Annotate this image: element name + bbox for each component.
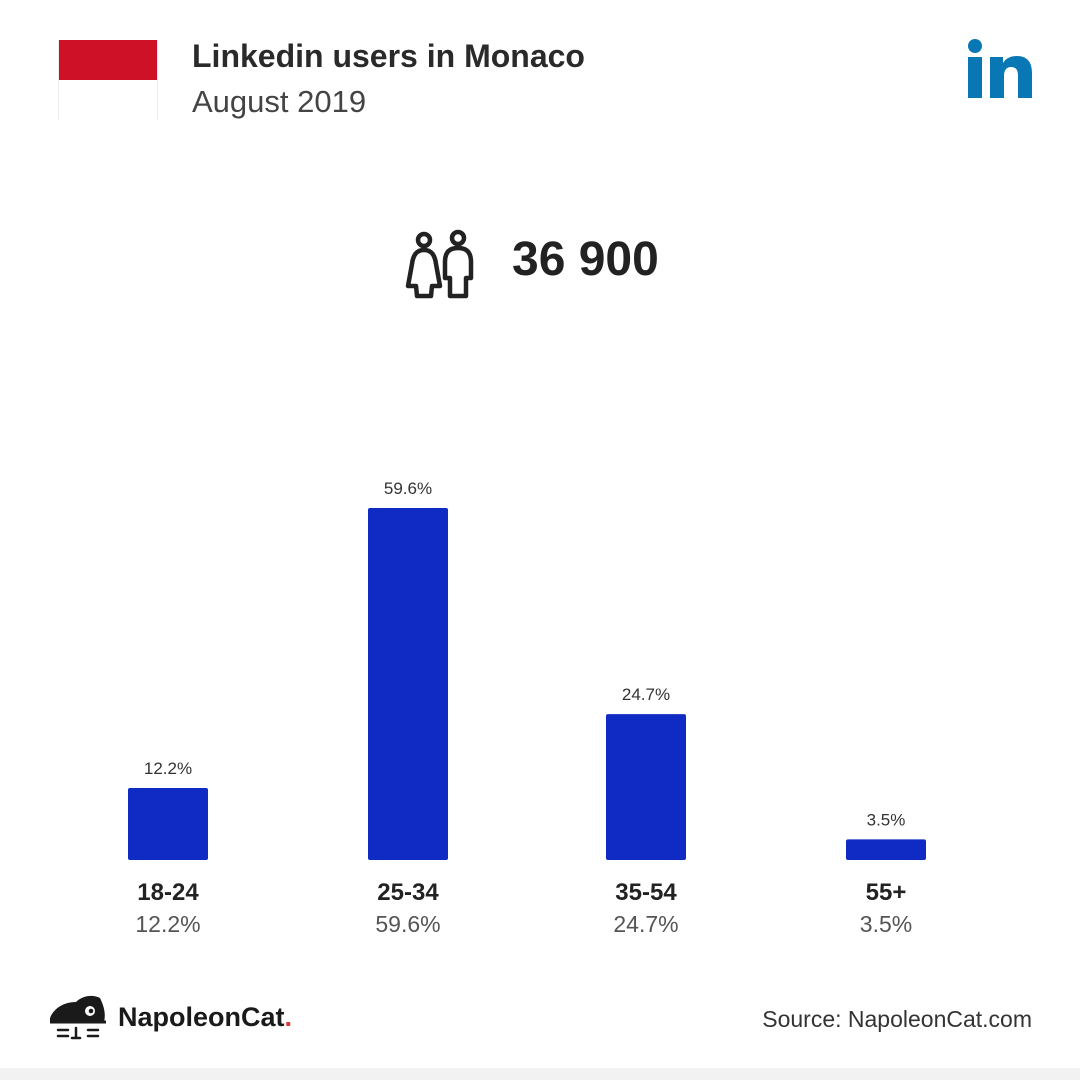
page-title: Linkedin users in Monaco [192,38,585,74]
flag-white-stripe [59,80,157,120]
bar-value-label: 24.7% [622,685,670,704]
category-percent-label: 3.5% [860,911,912,937]
category-label: 35-54 [615,879,677,906]
bar-18-24 [128,787,208,860]
monaco-flag-icon [58,40,158,120]
category-label: 25-34 [377,879,439,906]
bar-value-label: 59.6% [384,479,432,498]
page-subtitle: August 2019 [192,84,367,119]
source-text: Source: NapoleonCat.com [762,1006,1032,1032]
bar-55+ [846,839,926,860]
category-percent-label: 12.2% [135,911,200,937]
bar-25-34 [368,508,448,860]
bars-layer: 12.2% 18-24 12.2% 59.6% 25-34 59.6% 24.7% 35-54… [128,479,926,937]
footer-brand: NapoleonCat. [118,1002,292,1033]
category-percent-label: 24.7% [613,911,678,937]
bar-value-label: 12.2% [144,759,192,778]
category-percent-label: 59.6% [375,911,440,937]
bar-value-label: 3.5% [867,810,906,829]
people-icon [405,229,474,299]
category-label: 18-24 [137,879,199,906]
total-users-value: 36 900 [512,233,659,286]
bar-35-54 [606,714,686,860]
bottom-strip [0,1068,1080,1080]
linkedin-logo-icon [968,39,1032,98]
napoleoncat-logo-icon [50,995,106,1040]
footer-brand-dot: . [284,1002,293,1032]
footer-brand-name: NapoleonCat [118,1002,285,1032]
category-label: 55+ [866,879,907,906]
flag-red-stripe [59,40,157,80]
